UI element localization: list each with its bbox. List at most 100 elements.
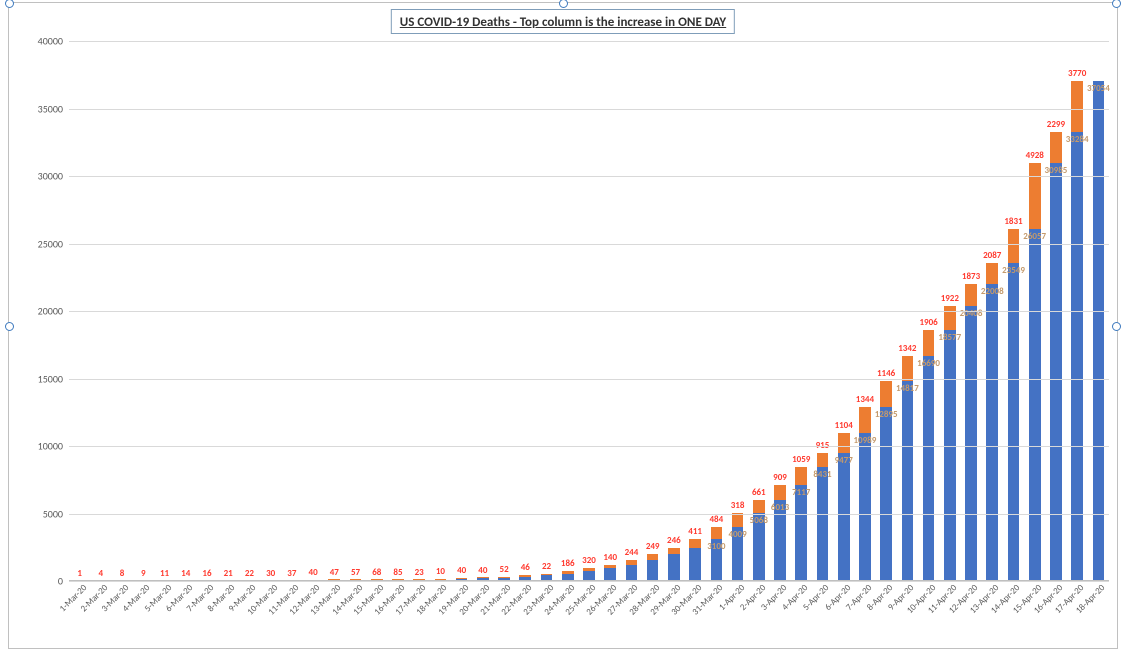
data-label-base: 16690 [917, 358, 940, 369]
data-label-increase: 2087 [983, 250, 1001, 261]
y-axis-tick-label: 15000 [38, 372, 63, 385]
data-label-increase: 909 [773, 472, 787, 483]
data-label-increase: 1146 [877, 368, 895, 379]
data-label-base: 37054 [1087, 83, 1110, 94]
bar-base[interactable] [1050, 163, 1062, 581]
data-label-increase: 21 [224, 568, 233, 579]
data-label-increase: 16 [202, 568, 211, 579]
bar-increase[interactable] [647, 554, 659, 560]
data-label-increase: 57 [351, 567, 360, 578]
bar-base[interactable] [817, 467, 829, 581]
data-label-increase: 10 [436, 566, 445, 577]
plot-area: 11-Mar-2042-Mar-2083-Mar-2094-Mar-20115-… [69, 41, 1109, 581]
bar-increase[interactable] [774, 485, 786, 500]
selection-handle[interactable] [1112, 322, 1121, 331]
gridline [69, 581, 1109, 582]
gridline [69, 109, 1109, 110]
bar-increase[interactable] [562, 571, 574, 573]
bar-increase[interactable] [986, 263, 998, 284]
bar-increase[interactable] [902, 356, 914, 381]
bar-increase[interactable] [541, 574, 553, 576]
bar-base[interactable] [1029, 229, 1041, 581]
data-label-base: 5068 [750, 515, 768, 526]
bar-increase[interactable] [732, 513, 744, 527]
bar-increase[interactable] [859, 407, 871, 433]
bar-base[interactable] [647, 560, 659, 581]
bar-increase[interactable] [1050, 132, 1062, 163]
bar-base[interactable] [626, 565, 638, 581]
selection-handle[interactable] [5, 0, 14, 8]
y-axis-tick-label: 5000 [43, 507, 63, 520]
bar-increase[interactable] [838, 433, 850, 453]
data-label-base: 20408 [960, 308, 983, 319]
data-label-increase: 2299 [1047, 119, 1065, 130]
data-label-base: 33284 [1066, 134, 1089, 145]
bar-increase[interactable] [817, 453, 829, 467]
bar-increase[interactable] [753, 500, 765, 513]
data-label-increase: 661 [752, 487, 766, 498]
bar-increase[interactable] [795, 467, 807, 485]
selection-handle[interactable] [1112, 0, 1121, 8]
data-label-increase: 40 [478, 565, 487, 576]
data-label-base: 10989 [854, 435, 877, 446]
data-label-base: 12895 [875, 409, 898, 420]
data-label-increase: 1059 [792, 454, 810, 465]
data-label-increase: 244 [625, 547, 639, 558]
bar-increase[interactable] [604, 565, 616, 569]
bar-base[interactable] [668, 554, 680, 581]
data-label-increase: 1344 [856, 394, 874, 405]
bar-increase[interactable] [923, 330, 935, 355]
data-label-increase: 9 [141, 568, 146, 579]
data-label-increase: 22 [245, 568, 254, 579]
data-label-increase: 1922 [941, 293, 959, 304]
bar-base[interactable] [965, 306, 977, 582]
data-label-base: 6013 [771, 502, 789, 513]
bar-increase[interactable] [668, 548, 680, 554]
bar-increase[interactable] [689, 539, 701, 548]
bar-base[interactable] [986, 284, 998, 581]
gridline [69, 41, 1109, 42]
data-label-increase: 3770 [1068, 68, 1086, 79]
selection-handle[interactable] [5, 322, 14, 331]
data-label-increase: 8 [120, 568, 125, 579]
bar-base[interactable] [859, 433, 871, 581]
bar-base[interactable] [944, 330, 956, 581]
bar-base[interactable] [923, 356, 935, 581]
bar-increase[interactable] [626, 560, 638, 565]
bar-increase[interactable] [944, 306, 956, 331]
bar-increase[interactable] [711, 527, 723, 539]
data-label-base: 8431 [813, 469, 831, 480]
data-label-increase: 23 [415, 567, 424, 578]
bar-increase[interactable] [1008, 229, 1020, 263]
data-label-increase: 320 [582, 555, 596, 566]
bar-increase[interactable] [880, 381, 892, 407]
chart-title-box[interactable]: US COVID-19 Deaths - Top column is the i… [391, 9, 735, 34]
bar-base[interactable] [795, 485, 807, 581]
y-axis-tick-label: 40000 [38, 35, 63, 48]
gridline [69, 514, 1109, 515]
bar-base[interactable] [880, 407, 892, 581]
selection-handle[interactable] [559, 0, 568, 8]
y-axis-tick-label: 25000 [38, 237, 63, 250]
bar-increase[interactable] [498, 577, 510, 578]
bar-increase[interactable] [965, 284, 977, 306]
bar-base[interactable] [838, 453, 850, 581]
bar-increase[interactable] [456, 578, 468, 579]
data-label-increase: 1 [77, 568, 82, 579]
data-label-increase: 85 [393, 567, 402, 578]
bar-base[interactable] [1093, 81, 1105, 581]
gridline [69, 176, 1109, 177]
bar-base[interactable] [902, 381, 914, 581]
data-label-base: 14817 [896, 383, 919, 394]
data-label-base: 18577 [938, 332, 961, 343]
data-label-increase: 40 [457, 565, 466, 576]
bar-base[interactable] [689, 548, 701, 581]
data-label-increase: 186 [561, 558, 575, 569]
data-label-base: 3100 [707, 541, 725, 552]
bar-increase[interactable] [583, 568, 595, 571]
bar-increase[interactable] [1071, 81, 1083, 132]
bar-increase[interactable] [1029, 163, 1041, 230]
bar-increase[interactable] [477, 577, 489, 578]
y-axis-tick-label: 35000 [38, 102, 63, 115]
bar-increase[interactable] [519, 575, 531, 577]
